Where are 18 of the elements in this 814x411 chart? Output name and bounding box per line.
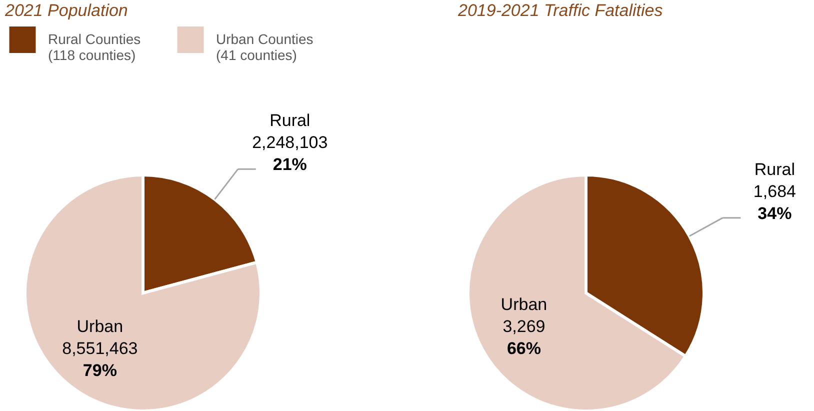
text: Rural Counties [48, 30, 141, 47]
text: 34% [758, 204, 792, 223]
chart-title: 2019-2021 Traffic Fatalities [457, 1, 664, 20]
text: Urban Counties [216, 30, 314, 47]
text: 21% [272, 155, 307, 174]
data-label: 3,269 [502, 317, 546, 336]
slice-label: Rural [754, 160, 796, 179]
text: 79% [82, 361, 117, 380]
text: 66% [506, 339, 541, 358]
data-label: 2,248,103 [252, 133, 328, 152]
text: (118 counties) [48, 46, 136, 63]
slice-label: Rural [270, 111, 310, 130]
slice-label: Urban [76, 317, 124, 336]
slice-label: Urban [500, 295, 548, 314]
chart-title: 2021 Population [4, 1, 128, 20]
data-label: 1,684 [753, 182, 796, 201]
data-label: 8,551,463 [62, 339, 138, 358]
text: (41 counties) [216, 46, 297, 63]
